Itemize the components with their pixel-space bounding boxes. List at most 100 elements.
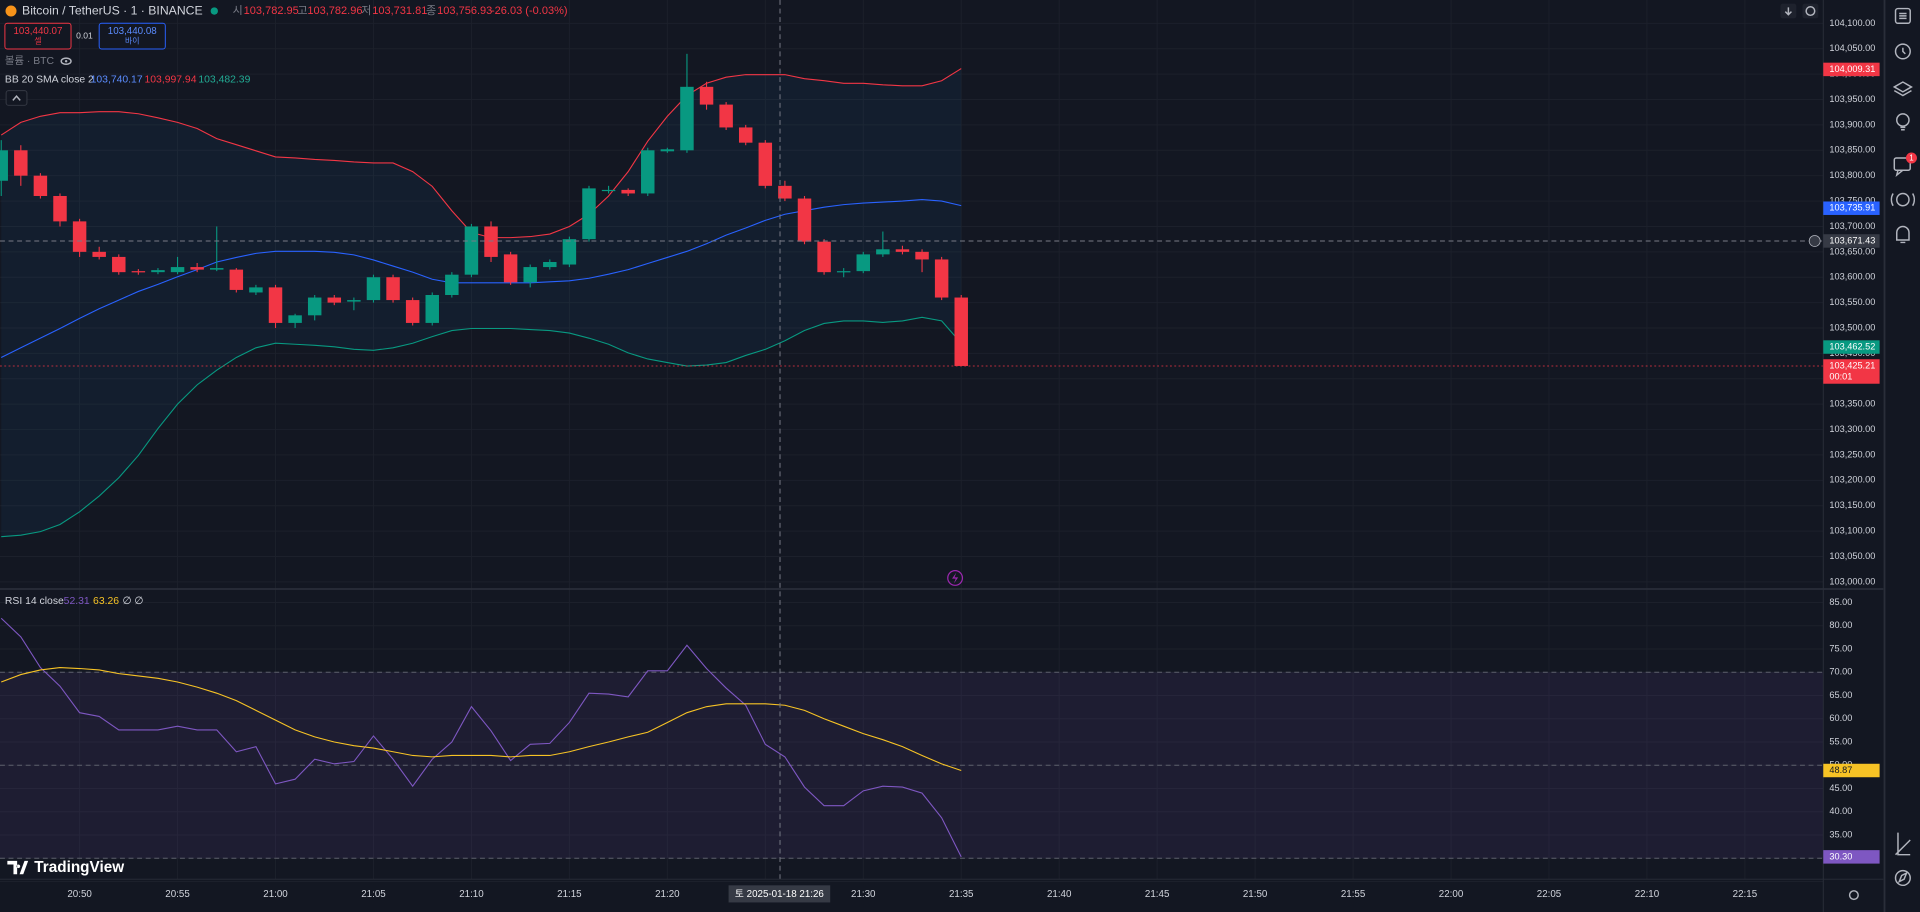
candle-body	[268, 287, 283, 323]
candle-body	[778, 185, 792, 199]
eye-icon[interactable]	[60, 57, 72, 66]
candle-body	[641, 150, 655, 194]
time-tick-label: 21:40	[1047, 889, 1072, 900]
candle-body	[562, 239, 577, 265]
reset-button[interactable]	[1802, 3, 1819, 19]
candle-body	[249, 287, 263, 293]
candle-body	[915, 251, 929, 260]
layers-icon[interactable]	[1892, 81, 1913, 97]
watchlist-icon[interactable]	[1894, 7, 1911, 25]
settings-icon[interactable]	[1848, 890, 1859, 901]
bb-legend-value: 103,482.39	[198, 74, 250, 85]
candle-body	[503, 254, 518, 283]
candle-body	[954, 297, 968, 366]
candle-body	[680, 86, 694, 151]
buy-price[interactable]: 103,440.08	[108, 26, 158, 37]
candle-body	[33, 175, 48, 196]
candle-body	[190, 267, 204, 270]
buy-label[interactable]: 바이	[125, 36, 140, 46]
ohlc-label: 종	[426, 5, 436, 17]
price-badge	[1823, 340, 1880, 354]
price-badge-label: 103,425.21	[1829, 360, 1875, 370]
time-tick-label: 21:50	[1243, 889, 1268, 900]
bell-icon[interactable]	[1896, 225, 1910, 244]
candle-body	[660, 149, 675, 152]
symbol-icon	[5, 5, 17, 17]
drawing-icon[interactable]	[1895, 832, 1911, 856]
rsi-tick-label: 80.00	[1829, 620, 1852, 630]
sell-price[interactable]: 103,440.07	[13, 26, 62, 37]
time-tick-label: 22:10	[1635, 889, 1660, 900]
alarm-icon[interactable]	[1894, 43, 1911, 60]
sell-label[interactable]: 셀	[34, 36, 41, 46]
marks	[0, 53, 1824, 858]
right-toolbar	[1884, 0, 1920, 912]
candle-body	[856, 254, 871, 272]
rsi-tick-label: 45.00	[1829, 783, 1852, 793]
idea-base	[1900, 126, 1906, 131]
notification-count: 1	[1909, 154, 1914, 163]
signal-waves	[1890, 193, 1915, 207]
candle-body	[445, 274, 459, 295]
compass-needle	[1897, 871, 1908, 884]
notification-badge	[1905, 152, 1917, 164]
candle-body	[170, 267, 185, 273]
ohlc-label: 시	[233, 5, 243, 17]
candle-body	[386, 277, 400, 301]
candle-body	[425, 294, 439, 323]
price-badge	[1823, 850, 1880, 864]
price-badge	[1823, 763, 1880, 778]
rsi-legend-name: RSI 14 close	[5, 596, 64, 607]
price-tick-label: 103,950.00	[1829, 94, 1875, 104]
rsi-tick-label: 75.00	[1829, 643, 1852, 653]
collapse-button[interactable]	[5, 90, 28, 106]
candle-body	[53, 195, 67, 222]
price-badge-label: 48.87	[1829, 765, 1852, 775]
candle-body	[347, 300, 361, 302]
ohlc-value: 103,782.96	[307, 5, 362, 17]
trade-qty[interactable]: 0.01	[76, 30, 93, 40]
buy-button-box[interactable]	[98, 22, 166, 50]
candle-body	[72, 221, 87, 252]
candle-body	[151, 270, 165, 273]
time-tick-label: 21:10	[459, 889, 484, 900]
time-tick-label: 21:05	[361, 889, 386, 900]
candle-body	[758, 142, 773, 186]
price-tick-label: 103,750.00	[1829, 195, 1875, 205]
candle-body	[288, 315, 302, 323]
price-tick-label: 103,900.00	[1829, 119, 1875, 129]
time-tick-label: 21:15	[557, 889, 582, 900]
signal-icon[interactable]	[1896, 192, 1910, 207]
rsi-tick-label: 65.00	[1829, 690, 1852, 700]
price-tick-label: 103,500.00	[1829, 322, 1875, 332]
bb-legend-name: BB 20 SMA close 2	[5, 74, 94, 85]
add-alert-button[interactable]	[1808, 235, 1821, 247]
event-icon[interactable]	[947, 570, 964, 586]
crosshair-time-box	[728, 885, 831, 903]
rsi-tick-label: 60.00	[1829, 713, 1852, 723]
buy-button[interactable]: 103,440.08 바이	[98, 22, 166, 50]
candle-body	[934, 259, 949, 298]
time-tick-label: 21:30	[851, 889, 876, 900]
candle-body	[131, 271, 146, 273]
price-tick-label: 103,650.00	[1829, 246, 1875, 256]
price-badge	[1823, 234, 1880, 248]
idea-icon[interactable]	[1896, 113, 1910, 127]
candle-body	[210, 268, 224, 270]
symbol-title: Bitcoin / TetherUS · 1 · BINANCE	[22, 3, 203, 17]
logo-icon	[7, 860, 29, 875]
compass-icon[interactable]	[1894, 869, 1911, 887]
time-tick-label: 21:45	[1145, 889, 1170, 900]
candle-body	[307, 297, 322, 316]
sell-button-box[interactable]	[4, 22, 72, 50]
time-tick-label: 22:05	[1537, 889, 1562, 900]
volume-legend: 볼륨 · BTC	[5, 55, 55, 67]
time-tick-label: 20:55	[165, 889, 190, 900]
time-tick-label: 21:55	[1341, 889, 1366, 900]
sell-button[interactable]: 103,440.07 셀	[4, 22, 72, 50]
price-tick-label: 103,150.00	[1829, 500, 1875, 510]
price-tick-label: 104,050.00	[1829, 43, 1875, 53]
crosshair-time: 토 2025-01-18 21:26	[735, 889, 825, 900]
